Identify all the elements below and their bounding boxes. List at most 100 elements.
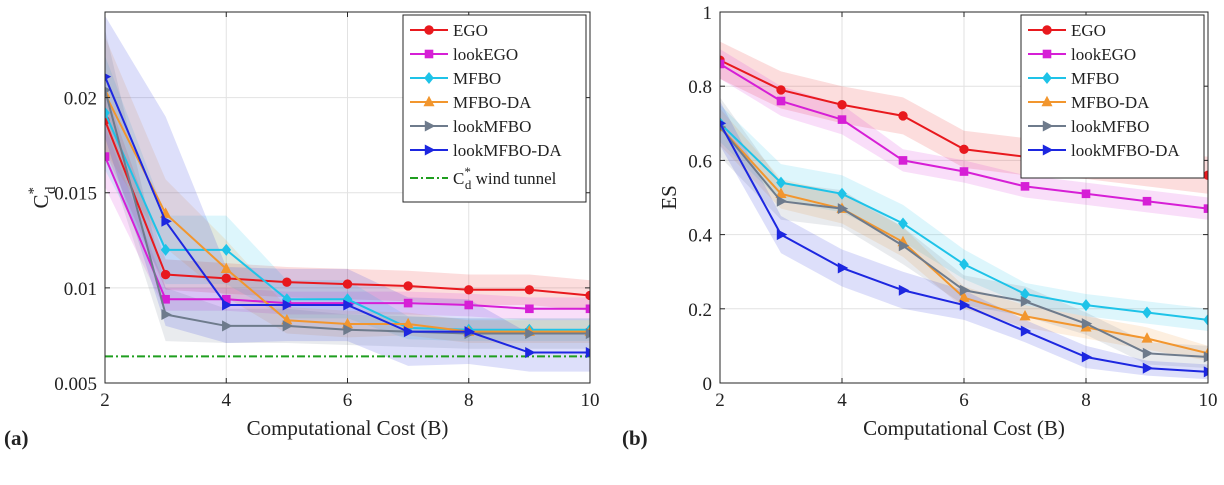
data-point-MFBO [160, 243, 171, 256]
data-point-lookMFBO-DA [837, 262, 849, 274]
legend-label: lookEGO [453, 45, 518, 64]
data-point-lookMFBO-DA [1142, 362, 1154, 374]
data-point-EGO [342, 279, 353, 289]
data-point-lookMFBO [1081, 318, 1093, 330]
data-point-lookMFBO-DA [161, 215, 172, 227]
y-tick-label: 0 [703, 374, 713, 395]
legend-label: EGO [1071, 21, 1106, 40]
band-EGO [105, 90, 590, 311]
y-tick-label: 0.01 [64, 279, 97, 300]
legend-marker-MFBO-DA [423, 95, 435, 107]
legend-label: MFBO-DA [453, 93, 532, 112]
panel-label: (a) [4, 426, 29, 450]
y-axis-label: C*d [26, 186, 59, 209]
data-point-lookMFBO-DA [1081, 351, 1093, 363]
legend-box [402, 14, 587, 203]
band-MFBO-DA [720, 108, 1208, 361]
data-point-MFBO [105, 106, 110, 119]
data-point-lookEGO [1081, 189, 1091, 199]
legend-label: MFBO [1071, 69, 1119, 88]
legend-label: MFBO [453, 69, 501, 88]
legend: EGO lookEGO MFBO MFBO-DA lookMFBO lookMFBO-DA… [402, 14, 587, 203]
data-point-lookMFBO [898, 240, 910, 252]
data-point-lookMFBO [959, 284, 971, 296]
data-point-lookMFBO [585, 328, 590, 340]
data-point-lookMFBO [105, 86, 112, 94]
legend-marker-MFBO [424, 72, 434, 84]
panel-label: (b) [622, 426, 648, 450]
data-point-lookEGO [837, 115, 847, 124]
y-tick-label: 0.005 [54, 374, 97, 395]
data-point-lookMFBO-DA [1203, 366, 1208, 378]
data-point-lookMFBO [161, 308, 172, 321]
data-point-lookMFBO [1142, 347, 1154, 359]
data-point-MFBO [1081, 299, 1091, 312]
data-point-MFBO [959, 258, 969, 271]
x-tick-label: 10 [581, 390, 600, 411]
y-axis-label-base: C [29, 194, 53, 208]
y-tick-label: 0.6 [688, 151, 712, 172]
data-point-lookEGO [959, 167, 969, 176]
data-point-EGO [221, 273, 231, 284]
data-point-EGO [959, 144, 969, 154]
data-point-EGO [837, 100, 847, 110]
data-point-lookMFBO-DA [282, 299, 294, 311]
data-point-lookMFBO-DA [898, 284, 910, 296]
data-point-lookEGO [105, 152, 110, 161]
legend-marker-EGO [1042, 25, 1052, 35]
legend: EGO lookEGO MFBO MFBO-DA lookMFBO lookMFBO-DA [1020, 14, 1205, 179]
x-tick-label: 2 [715, 390, 725, 411]
data-point-MFBO-DA [1019, 309, 1031, 321]
legend-marker-lookMFBO-DA [424, 144, 436, 156]
data-point-lookEGO [403, 298, 413, 308]
y-tick-label: 0.4 [688, 226, 712, 247]
data-point-lookMFBO-DA [464, 326, 476, 338]
legend-label: EGO [453, 21, 488, 40]
y-tick-label: 0.2 [688, 300, 712, 321]
data-point-lookMFBO [343, 324, 354, 336]
legend-label-suffix: wind tunnel [471, 169, 556, 188]
legend-label: lookMFBO-DA [453, 141, 562, 160]
y-axis-label-sub: d [43, 186, 59, 194]
band-lookMFBO-DA [720, 101, 1208, 380]
legend-marker-MFBO [1042, 72, 1052, 84]
data-point-lookEGO [585, 304, 590, 314]
data-point-lookEGO [525, 304, 534, 314]
data-point-lookMFBO [1020, 295, 1032, 307]
data-point-EGO [898, 111, 908, 121]
chart-b: 2 4 6 8 10 0 0.2 0.4 0.6 0.8 1 Computational Cost (… [622, 3, 1218, 450]
x-axis-label: Computational Cost (B) [247, 416, 449, 440]
data-point-lookEGO [898, 156, 908, 165]
legend-marker-lookMFBO [424, 120, 436, 132]
x-tick-label: 4 [837, 390, 847, 411]
data-point-EGO [403, 281, 413, 291]
legend-label: lookMFBO [1071, 117, 1149, 136]
plot-layer [105, 15, 590, 372]
data-point-lookMFBO-DA [720, 119, 727, 127]
x-tick-label: 6 [343, 390, 353, 411]
data-point-MFBO-DA [402, 317, 414, 329]
data-point-lookEGO [1020, 182, 1030, 191]
legend-label-base: C [453, 169, 464, 188]
x-tick-label: 4 [222, 390, 232, 411]
data-point-lookMFBO-DA [105, 73, 112, 80]
legend-marker-lookMFBO-DA [1042, 144, 1054, 156]
data-point-MFBO-DA [958, 291, 970, 302]
data-point-MFBO [898, 217, 908, 230]
legend-marker-MFBO-DA [1041, 95, 1053, 107]
data-point-lookEGO [776, 96, 786, 106]
legend-label-sup: * [464, 164, 471, 179]
chart-a: 2 4 6 8 10 0.005 0.01 0.015 0.02 Computational Co… [4, 11, 600, 450]
data-point-lookMFBO-DA [1020, 325, 1032, 337]
y-tick-label: 0.8 [688, 77, 712, 98]
x-axis-label: Computational Cost (B) [863, 416, 1065, 440]
legend-label: C* d wind tunnel [453, 164, 557, 192]
legend-label: MFBO-DA [1071, 93, 1150, 112]
legend-label-sub: d [465, 177, 472, 192]
x-tick-label: 8 [1081, 390, 1091, 411]
x-tick-label: 8 [464, 390, 474, 411]
data-point-lookMFBO-DA [776, 229, 788, 241]
data-point-MFBO-DA [775, 187, 787, 198]
legend-label: lookMFBO-DA [1071, 141, 1180, 160]
x-tick-label: 6 [959, 390, 969, 411]
